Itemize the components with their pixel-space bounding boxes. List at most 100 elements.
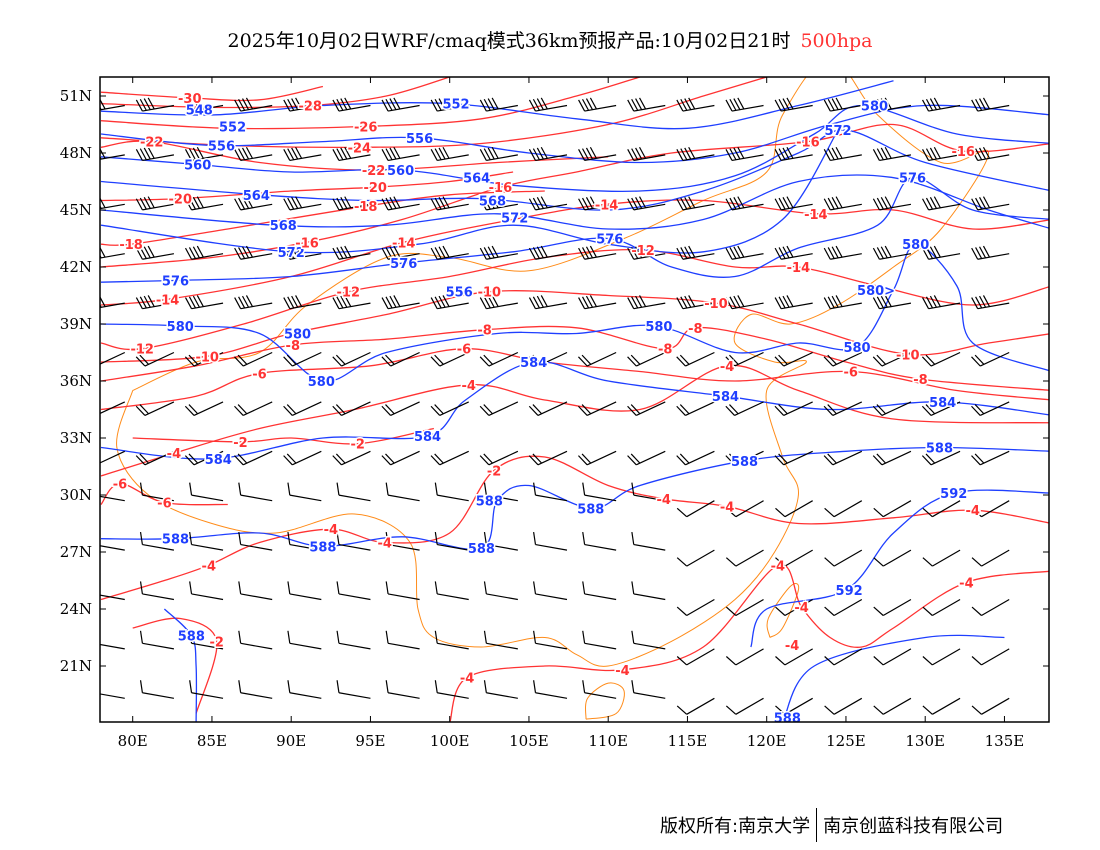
wind-barb [631, 531, 666, 551]
wind-barb [184, 351, 224, 367]
wind-barb [578, 295, 617, 310]
wind-barb [823, 97, 862, 112]
wind-barb [283, 146, 322, 162]
wind-barb [287, 581, 322, 601]
wind-barb [676, 598, 715, 617]
wind-barb [533, 482, 568, 502]
contour-label: -6 [113, 478, 127, 493]
wind-barb [725, 295, 764, 310]
wind-barb [631, 680, 666, 699]
contour-label: 588 [309, 540, 336, 555]
wind-barb [234, 245, 273, 260]
lat-tick-label: 24N [60, 600, 92, 618]
wind-barb [533, 581, 568, 601]
temperature-contour [100, 85, 324, 102]
contour-label: -8 [286, 339, 300, 354]
wind-barb [430, 295, 469, 310]
wind-barb [434, 581, 469, 601]
wind-barb [872, 295, 912, 310]
contour-label: 576 [162, 274, 189, 289]
contour-label: 572 [501, 212, 528, 227]
contour-label: 548 [186, 103, 213, 118]
wind-barb [725, 500, 764, 518]
contour-label: -4 [656, 493, 670, 508]
wind-barb [922, 549, 961, 567]
wind-barb [100, 196, 125, 211]
lat-tick-label: 36N [60, 372, 92, 390]
wind-barb [385, 630, 420, 650]
wind-barb [184, 450, 224, 466]
contour-label: 580 [861, 100, 888, 115]
height-contour [100, 177, 1049, 283]
wind-barb [775, 598, 813, 617]
wind-barb [922, 245, 961, 260]
wind-barb [725, 146, 764, 162]
contour-label: -16 [796, 136, 820, 151]
contour-label: 564 [463, 172, 490, 187]
wind-barb [184, 401, 224, 416]
wind-barb [139, 680, 175, 699]
wind-barb [528, 401, 568, 416]
wind-barb [528, 146, 568, 162]
wind-barb [627, 97, 666, 112]
wind-barb [824, 500, 863, 518]
wind-barb [238, 482, 273, 502]
wind-barb [332, 146, 371, 162]
wind-barb [627, 196, 666, 211]
wind-barb [873, 598, 912, 617]
height-contour [100, 129, 839, 254]
wind-barb [100, 642, 125, 650]
wind-barb [631, 581, 666, 601]
wind-barb [578, 97, 617, 112]
wind-barb [725, 450, 764, 466]
wind-barb [971, 697, 1010, 715]
lat-tick-label: 45N [60, 201, 92, 219]
wind-barb [139, 581, 175, 601]
wind-barbs [100, 97, 1010, 715]
contour-label: 592 [836, 584, 863, 599]
contour-label: -6 [252, 367, 266, 382]
wind-barb [577, 401, 617, 416]
contour-label: 572 [278, 246, 305, 261]
wind-barb [385, 482, 420, 502]
wind-barb [385, 680, 420, 699]
lon-tick-label: 90E [276, 732, 306, 750]
contour-label: 580 [284, 328, 311, 343]
contour-label: -10 [896, 348, 920, 363]
lon-tick-label: 125E [826, 732, 866, 750]
wind-barb [676, 295, 715, 310]
lon-tick-label: 115E [668, 732, 708, 750]
contour-label: 568 [270, 219, 297, 234]
lat-tick-label: 48N [60, 144, 92, 162]
wind-barb [676, 146, 715, 162]
wind-barb [971, 196, 1010, 211]
contour-label: 588 [731, 455, 758, 470]
contour-label: -16 [951, 145, 975, 160]
contour-label: -26 [354, 120, 378, 135]
wind-barb [922, 697, 961, 715]
wind-barb [100, 450, 126, 466]
contour-label: -22 [140, 136, 164, 151]
contour-label: 584 [712, 390, 739, 405]
wind-barb [135, 450, 175, 466]
wind-barb [872, 97, 912, 112]
wind-barb [725, 97, 764, 112]
wind-barb [332, 295, 371, 310]
map-frame [99, 76, 1050, 723]
wind-barb [823, 450, 863, 466]
wind-barb [725, 648, 764, 666]
wind-barb [921, 351, 961, 367]
contour-label: -8 [688, 322, 702, 337]
temperature-contour [449, 563, 1049, 722]
lat-tick-label: 42N [60, 258, 92, 276]
wind-barb [922, 648, 961, 666]
contour-label: -4 [720, 360, 734, 375]
wind-barb [336, 482, 371, 502]
wind-barb [283, 401, 322, 416]
contour-label: -4 [966, 504, 980, 519]
wind-barb [234, 295, 273, 310]
wind-barb [189, 630, 224, 650]
wind-barb [184, 295, 224, 310]
contour-label: 556 [446, 286, 473, 301]
